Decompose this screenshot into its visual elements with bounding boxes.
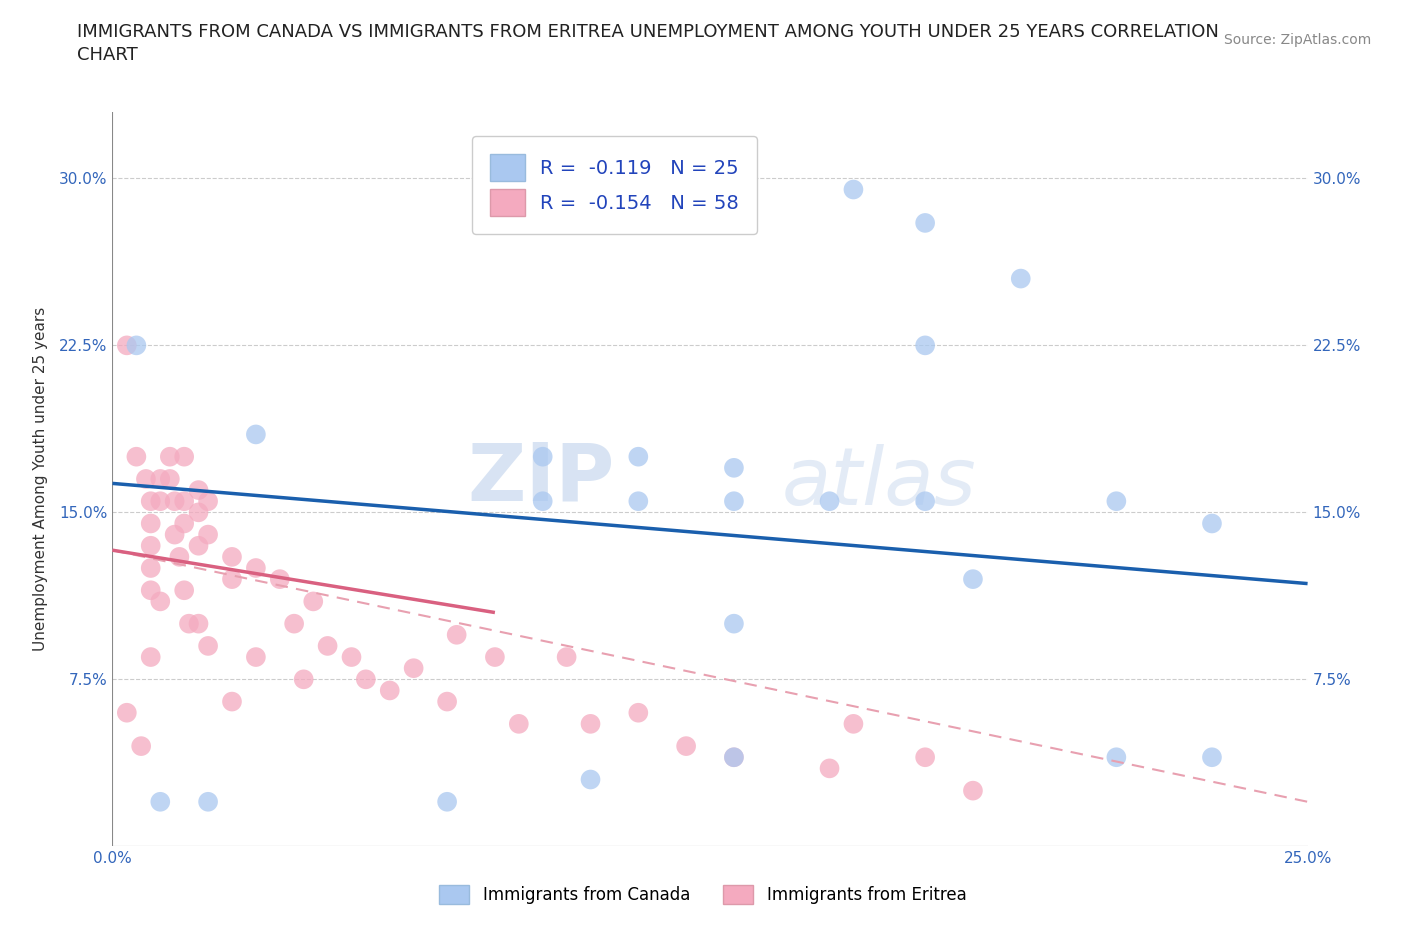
Text: ZIP: ZIP bbox=[467, 440, 614, 518]
Point bbox=[187, 483, 209, 498]
Legend: R =  -0.119   N = 25, R =  -0.154   N = 58: R = -0.119 N = 25, R = -0.154 N = 58 bbox=[472, 136, 756, 233]
Point bbox=[1010, 272, 1032, 286]
Point bbox=[354, 671, 377, 686]
Point bbox=[446, 628, 468, 643]
Point bbox=[163, 494, 186, 509]
Text: CHART: CHART bbox=[77, 46, 138, 64]
Point bbox=[187, 505, 209, 520]
Point bbox=[221, 694, 243, 709]
Point bbox=[169, 550, 191, 565]
Point bbox=[723, 750, 745, 764]
Point bbox=[579, 772, 602, 787]
Point bbox=[316, 639, 339, 654]
Point bbox=[129, 738, 152, 753]
Text: Source: ZipAtlas.com: Source: ZipAtlas.com bbox=[1223, 33, 1371, 46]
Point bbox=[531, 449, 554, 464]
Point bbox=[402, 660, 425, 675]
Point bbox=[187, 617, 209, 631]
Point bbox=[139, 561, 162, 576]
Point bbox=[269, 572, 291, 587]
Point bbox=[914, 494, 936, 509]
Point bbox=[149, 472, 172, 486]
Point bbox=[197, 527, 219, 542]
Point bbox=[283, 617, 305, 631]
Point bbox=[914, 216, 936, 231]
Point bbox=[723, 460, 745, 475]
Point bbox=[436, 694, 458, 709]
Point bbox=[221, 572, 243, 587]
Point bbox=[197, 794, 219, 809]
Point bbox=[135, 472, 157, 486]
Point bbox=[627, 449, 650, 464]
Point bbox=[197, 494, 219, 509]
Point bbox=[723, 617, 745, 631]
Point bbox=[163, 527, 186, 542]
Point bbox=[149, 594, 172, 609]
Point bbox=[139, 494, 162, 509]
Point bbox=[627, 705, 650, 720]
Text: atlas: atlas bbox=[782, 444, 977, 522]
Point bbox=[914, 750, 936, 764]
Point bbox=[340, 650, 363, 665]
Point bbox=[197, 639, 219, 654]
Point bbox=[173, 449, 195, 464]
Point bbox=[115, 338, 138, 352]
Y-axis label: Unemployment Among Youth under 25 years: Unemployment Among Youth under 25 years bbox=[32, 307, 48, 651]
Point bbox=[245, 650, 267, 665]
Point bbox=[187, 538, 209, 553]
Point bbox=[245, 561, 267, 576]
Point bbox=[177, 617, 200, 631]
Point bbox=[555, 650, 578, 665]
Point bbox=[1201, 516, 1223, 531]
Point bbox=[436, 794, 458, 809]
Point bbox=[173, 583, 195, 598]
Point bbox=[484, 650, 506, 665]
Point bbox=[842, 716, 865, 731]
Point bbox=[531, 494, 554, 509]
Point bbox=[627, 494, 650, 509]
Point bbox=[149, 794, 172, 809]
Point bbox=[1201, 750, 1223, 764]
Point bbox=[115, 705, 138, 720]
Point bbox=[962, 783, 984, 798]
Point bbox=[245, 427, 267, 442]
Point bbox=[818, 494, 841, 509]
Point bbox=[818, 761, 841, 776]
Point bbox=[159, 472, 181, 486]
Point bbox=[914, 338, 936, 352]
Point bbox=[962, 572, 984, 587]
Point bbox=[378, 683, 401, 698]
Point bbox=[139, 583, 162, 598]
Point bbox=[139, 538, 162, 553]
Point bbox=[159, 449, 181, 464]
Point bbox=[139, 516, 162, 531]
Point bbox=[173, 494, 195, 509]
Point bbox=[842, 182, 865, 197]
Point bbox=[125, 338, 148, 352]
Point bbox=[508, 716, 530, 731]
Point bbox=[579, 716, 602, 731]
Point bbox=[292, 671, 315, 686]
Point bbox=[149, 494, 172, 509]
Point bbox=[723, 750, 745, 764]
Point bbox=[139, 650, 162, 665]
Point bbox=[1105, 750, 1128, 764]
Point bbox=[173, 516, 195, 531]
Point bbox=[221, 550, 243, 565]
Point bbox=[723, 494, 745, 509]
Point bbox=[1105, 494, 1128, 509]
Point bbox=[302, 594, 325, 609]
Point bbox=[675, 738, 697, 753]
Text: IMMIGRANTS FROM CANADA VS IMMIGRANTS FROM ERITREA UNEMPLOYMENT AMONG YOUTH UNDER: IMMIGRANTS FROM CANADA VS IMMIGRANTS FRO… bbox=[77, 23, 1219, 41]
Legend: Immigrants from Canada, Immigrants from Eritrea: Immigrants from Canada, Immigrants from … bbox=[433, 878, 973, 910]
Point bbox=[125, 449, 148, 464]
